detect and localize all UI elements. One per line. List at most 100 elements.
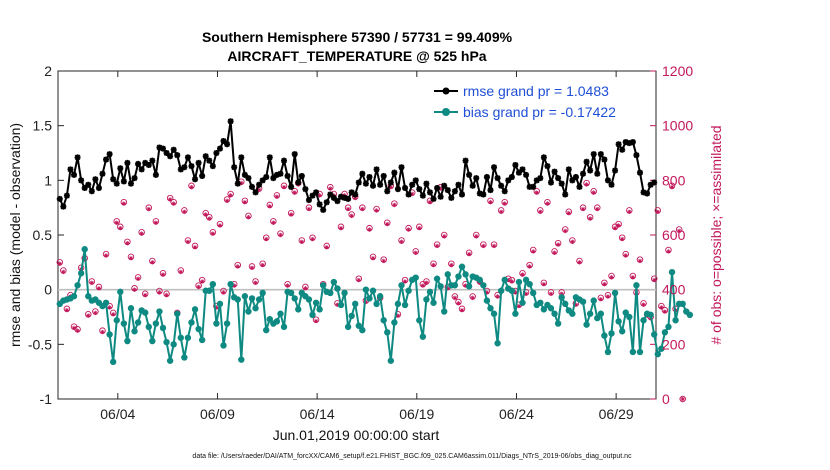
x-tick-label: 06/24 <box>499 406 534 422</box>
bias-point <box>419 333 427 340</box>
bias-point <box>277 310 284 317</box>
rmse-point <box>302 186 309 193</box>
obs-assimilated-point <box>189 184 194 190</box>
obs-assimilated-point <box>242 200 248 205</box>
bias-point <box>490 310 498 317</box>
obs-assimilated-point <box>481 243 486 249</box>
obs-assimilated-point <box>498 209 504 214</box>
rmse-point <box>348 189 355 196</box>
bias-point <box>416 317 423 324</box>
rmse-point <box>145 162 152 169</box>
rmse-point <box>288 183 295 190</box>
bias-point <box>465 283 473 290</box>
rmse-point <box>56 195 63 202</box>
bias-point <box>74 282 81 289</box>
bias-point <box>316 306 323 313</box>
bias-point <box>85 293 92 300</box>
rmse-point <box>149 157 156 164</box>
obs-assimilated-point <box>221 290 226 295</box>
rmse-point <box>245 175 252 182</box>
obs-assimilated-point <box>239 180 244 186</box>
bias-point <box>213 320 220 327</box>
obs-assimilated-point <box>459 307 465 313</box>
obs-assimilated-point <box>135 276 141 281</box>
obs-assimilated-point <box>527 264 532 269</box>
obs-assimilated-point <box>409 191 415 197</box>
bias-point <box>102 299 110 306</box>
rmse-point <box>426 189 433 196</box>
y-right-tick-label: 0 <box>662 391 670 407</box>
y-right-tick-label: 600 <box>662 227 686 243</box>
obs-assimilated-point <box>335 302 340 307</box>
bias-point <box>134 319 142 326</box>
rmse-point <box>188 163 195 170</box>
y-tick-label: -1 <box>40 391 53 407</box>
bias-point <box>120 320 128 327</box>
bias-point <box>359 326 366 334</box>
rmse-point <box>651 179 658 186</box>
rmse-point <box>437 193 444 200</box>
bias-point <box>526 281 533 288</box>
obs-assimilated-point <box>246 215 251 220</box>
obs-assimilated-point <box>310 236 315 242</box>
bias-point <box>426 288 434 296</box>
obs-assimilated-point <box>303 286 308 291</box>
rmse-point <box>604 177 611 184</box>
bias-point <box>480 282 487 289</box>
bias-point <box>611 289 619 297</box>
obs-assimilated-point <box>192 245 198 250</box>
obs-assimilated-point <box>442 234 447 239</box>
rmse-point <box>156 144 163 151</box>
rmse-point <box>256 181 263 188</box>
rmse-point <box>67 166 74 173</box>
bias-line <box>59 249 691 362</box>
rmse-point <box>359 170 366 177</box>
obs-assimilated-point <box>666 249 671 254</box>
obs-assimilated-point <box>516 303 522 309</box>
bias-point <box>163 338 170 346</box>
bias-point <box>266 315 273 323</box>
rmse-point <box>110 176 117 183</box>
obs-assimilated-point <box>110 312 116 317</box>
obs-assimilated-point <box>591 190 596 195</box>
rmse-point <box>234 180 241 187</box>
obs-assimilated-point <box>609 275 614 280</box>
rmse-point <box>63 192 70 199</box>
rmse-point <box>562 191 569 198</box>
rmse-point <box>366 174 373 181</box>
rmse-point <box>384 188 391 195</box>
rmse-point <box>74 154 81 161</box>
obs-assimilated-point <box>385 221 390 227</box>
bias-point <box>295 306 302 313</box>
rmse-point <box>167 153 174 160</box>
obs-assimilated-point <box>573 302 579 307</box>
obs-assimilated-point <box>153 220 159 225</box>
rmse-point <box>498 182 505 189</box>
obs-assimilated-point <box>338 225 344 231</box>
bias-point <box>223 320 231 327</box>
obs-assimilated-point <box>178 269 184 275</box>
obs-assimilated-point <box>146 206 151 212</box>
obs-assimilated-point <box>267 204 272 209</box>
obs-assimilated-point <box>235 264 240 269</box>
obs-assimilated-point <box>381 258 386 264</box>
bias-point <box>590 297 597 304</box>
obs-assimilated-point <box>281 184 287 190</box>
obs-assimilated-point <box>392 202 397 208</box>
obs-assimilated-point <box>306 206 312 212</box>
obs-assimilated-point <box>274 194 280 199</box>
obs-assimilated-point <box>100 329 105 335</box>
obs-assimilated-point <box>114 220 119 225</box>
rmse-point <box>483 174 490 181</box>
bias-point <box>344 323 352 331</box>
obs-assimilated-point <box>260 262 265 268</box>
obs-assimilated-point <box>434 243 440 249</box>
rmse-point <box>555 175 562 182</box>
rmse-point <box>626 140 633 147</box>
rmse-point <box>263 174 270 181</box>
obs-assimilated-point <box>438 186 443 191</box>
bias-point <box>209 281 217 288</box>
bias-point <box>206 287 213 294</box>
obs-assimilated-point <box>388 184 394 190</box>
obs-assimilated-point <box>662 309 668 314</box>
